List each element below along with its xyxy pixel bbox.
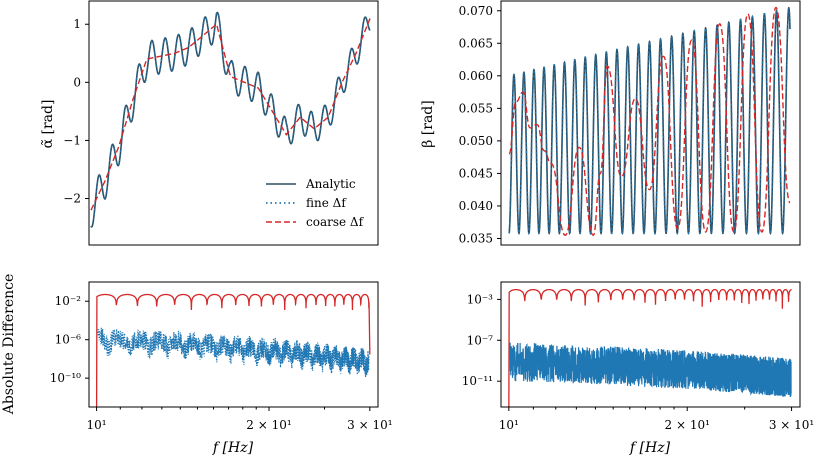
ytick-label: 0.040 [459,199,493,213]
panel-beta-diff: 10⁻³ 10⁻⁷ 10⁻¹¹ 10¹ 2 × 10¹ 3 × 10¹ [462,281,814,432]
ytick-label: 0.055 [459,101,493,115]
ytick-label: 10⁻² [55,294,82,308]
ytick-label: 10⁻¹⁰ [50,371,81,385]
axes-frame-beta-diff [500,281,801,408]
legend-label-analytic: Analytic [305,177,356,191]
panel-beta: 0.035 0.040 0.045 0.050 0.055 0.060 0.065 0.070… [420,0,801,246]
yticks-alpha: −2 −1 0 1 [63,17,89,206]
xlabel-left: f [Hz] [212,440,254,456]
xtick-label: 3 × 10¹ [347,418,392,432]
ytick-label: 0.065 [459,36,493,50]
ytick-label: −1 [63,133,81,147]
ytick-label: −2 [63,192,81,206]
legend-label-fine: fine Δf [306,196,347,210]
ytick-label: 10⁻³ [467,292,494,306]
ylabel-beta: β [rad] [420,100,436,147]
series-analytic-alpha [90,11,371,228]
xtick-label: 3 × 10¹ [769,418,814,432]
xticks-alpha-diff: 10¹ 2 × 10¹ 3 × 10¹ [87,407,393,432]
series-fine-beta-diff [509,342,792,398]
ytick-label: 1 [73,17,81,31]
series-analytic-beta [508,6,791,236]
ytick-label: 0.050 [459,134,493,148]
shared-ylabel: Absolute Difference [1,274,17,416]
legend: Analytic fine Δf coarse Δf [266,177,365,229]
axes-frame-alpha-diff [88,281,379,408]
xticks-beta-diff: 10¹ 2 × 10¹ 3 × 10¹ [499,407,814,432]
ylabel-alpha: α̃ [rad] [40,100,56,149]
xtick-label: 2 × 10¹ [246,418,291,432]
yticks-beta-diff: 10⁻³ 10⁻⁷ 10⁻¹¹ [462,292,501,388]
ytick-label: 0.035 [459,231,493,245]
axes-frame-alpha [88,0,379,246]
xlabel-right: f [Hz] [629,440,671,456]
series-fine-alpha [90,11,371,228]
panel-alpha: −2 −1 0 1 α̃ [rad] Analytic fine Δf coarse … [40,0,379,246]
legend-label-coarse: coarse Δf [306,215,365,229]
series-coarse-beta-diff [508,288,792,407]
xtick-label: 2 × 10¹ [665,418,710,432]
ytick-label: 0.060 [459,69,493,83]
ytick-label: 10⁻¹¹ [462,374,493,388]
ytick-label: 0.070 [459,4,493,18]
yticks-beta: 0.035 0.040 0.045 0.050 0.055 0.060 0.065 0.070 [459,4,501,245]
axes-frame-beta [500,0,801,246]
ytick-label: 10⁻⁷ [467,333,494,347]
series-coarse-beta [508,6,791,236]
xtick-label: 10¹ [499,418,519,432]
ytick-label: 0.045 [459,166,493,180]
ytick-label: 10⁻⁶ [55,333,82,347]
xtick-label: 10¹ [87,418,107,432]
ytick-label: 0 [73,75,81,89]
panel-alpha-diff: 10⁻² 10⁻⁶ 10⁻¹⁰ 10¹ 2 × 10¹ 3 × 10¹ [50,281,393,432]
series-fine-alpha-diff [97,327,370,378]
yticks-alpha-diff: 10⁻² 10⁻⁶ 10⁻¹⁰ [50,294,89,385]
series-coarse-alpha [90,18,371,211]
series-coarse-alpha-diff [95,293,371,407]
